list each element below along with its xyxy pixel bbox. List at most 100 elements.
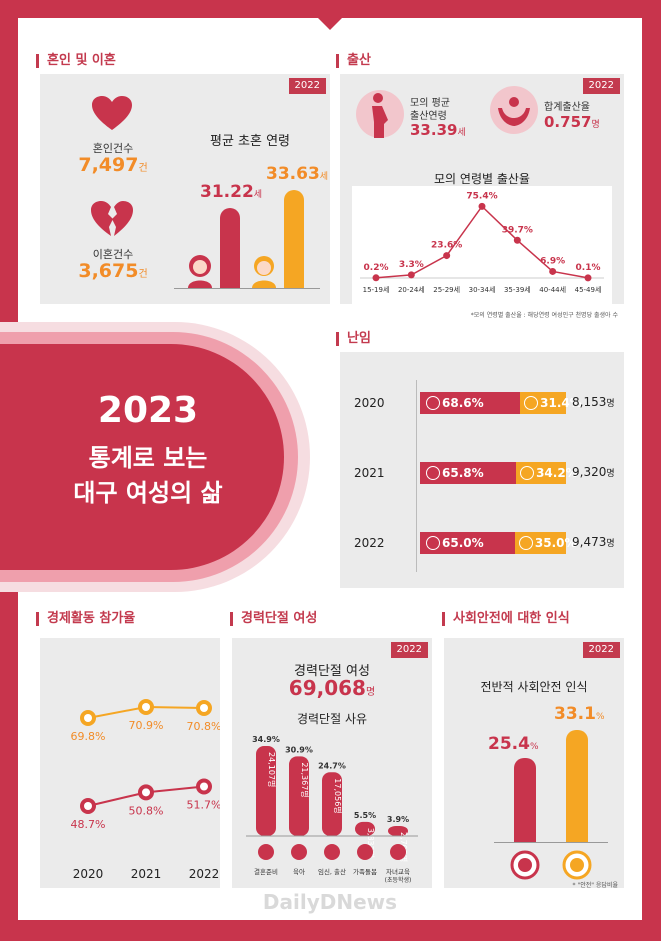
female-participation-label: 48.7% <box>71 818 106 831</box>
birth-rate-point <box>478 202 486 210</box>
birth-rate-point <box>584 274 592 282</box>
birth-rate-category-label: 20-24세 <box>398 285 425 294</box>
male-icon <box>520 466 535 480</box>
birth-rate-category-label: 40-44세 <box>539 285 566 294</box>
female-age-bar <box>220 208 240 288</box>
safety-female-label: 25.4% <box>488 734 539 754</box>
infertility-axis <box>416 380 417 572</box>
male-participation-label: 70.8% <box>187 720 220 733</box>
career-reason-count: 24,107명 <box>267 752 277 787</box>
birth-rate-category-label: 45-49세 <box>575 285 602 294</box>
career-reason-count: 3,833명 <box>366 828 376 858</box>
male-age-label: 33.63세 <box>266 164 328 184</box>
career-reason-count: 17,056명 <box>333 778 343 813</box>
birth-rate-point <box>372 274 380 282</box>
career-reason-label: 자녀교육 <box>386 867 410 876</box>
career-reason-pct: 34.9% <box>252 735 280 744</box>
career-reason-icon <box>324 844 340 860</box>
male-icon <box>200 704 208 712</box>
birth-rate-point <box>407 271 415 279</box>
female-avatar-icon <box>188 255 212 288</box>
title-year: 2023 <box>97 390 199 431</box>
male-icon <box>142 703 150 711</box>
mother-age-label-2: 출산연령 <box>410 111 447 122</box>
infertility-panel: 2020 68.6% 31.4% 8,153명 2021 65.8% 34.2% 9,320명… <box>340 352 624 588</box>
safety-year-badge: 2022 <box>582 642 620 658</box>
male-icon <box>84 714 92 722</box>
infertility-total: 9,473명 <box>572 535 615 549</box>
birth-section-title: 출산 <box>336 54 371 68</box>
female-icon <box>200 782 208 791</box>
female-icon <box>426 536 440 550</box>
title-pill <box>0 344 284 570</box>
safety-female-value: 25.4 <box>488 734 530 754</box>
career-reason-label: 결혼준비 <box>254 867 278 876</box>
birth-rate-value-label: 39.7% <box>502 225 533 235</box>
infertility-female-pct: 65.0% <box>442 536 484 550</box>
male-participation-label: 70.9% <box>129 719 164 732</box>
tfr: 0.757명 <box>544 112 600 131</box>
safety-male-value: 33.1 <box>554 704 596 724</box>
tfr-value: 0.757 <box>544 113 592 131</box>
birth-rate-value-label: 0.2% <box>364 263 389 273</box>
brand-watermark: DailyDNews <box>262 890 398 914</box>
career-reason-label: 임신, 출산 <box>318 867 346 876</box>
birth-rate-category-label: 15-19세 <box>363 285 390 294</box>
female-safety-icon <box>510 850 540 880</box>
male-safety-icon <box>562 850 592 880</box>
birth-rate-value-label: 6.9% <box>540 256 565 266</box>
age-chart-baseline <box>174 288 320 289</box>
avg-age-title: 평균 초혼 연령 <box>209 134 291 149</box>
birth-rate-point <box>443 252 451 260</box>
male-icon <box>524 396 539 410</box>
title-line2: 대구 여성의 삶 <box>73 479 223 507</box>
infertility-total-unit: 명 <box>606 469 615 479</box>
safety-male-bar <box>566 730 588 842</box>
tfr-label: 합계출산율 <box>544 102 590 113</box>
career-reason-pct: 30.9% <box>285 745 313 754</box>
career-reason-title: 경력단절 사유 <box>296 712 368 726</box>
male-age-unit: 세 <box>319 172 329 182</box>
marriage-year-badge: 2022 <box>288 78 326 94</box>
safety-panel: 2022 전반적 사회안전 인식 25.4% 33.1% * "안전" 응답비율 <box>444 638 624 889</box>
female-participation-label: 51.7% <box>187 799 220 812</box>
birth-rate-point <box>549 267 557 275</box>
marriage-section-title: 혼인 및 이혼 <box>36 54 116 68</box>
tfr-unit: 명 <box>591 120 600 130</box>
female-icon <box>84 802 92 810</box>
career-panel: 2022 경력단절 여성 69,068명 경력단절 사유 34.9% 24,107… <box>232 638 432 888</box>
infertility-total-unit: 명 <box>606 539 615 549</box>
career-reason-label-sub: (초등학생) <box>385 876 412 884</box>
career-total-unit: 명 <box>365 687 376 698</box>
mother-age-value: 33.39 <box>410 121 458 139</box>
infertility-total-value: 9,473 <box>572 535 607 549</box>
broken-heart-icon <box>91 201 133 236</box>
mother-age: 33.39세 <box>410 120 466 139</box>
infertility-male-pct: 34.2% <box>536 466 578 480</box>
marriage-count-value: 7,497 <box>78 154 139 176</box>
economic-year-label: 2022 <box>189 867 220 881</box>
economic-line-chart: 69.8% 48.7% 2020 70.9% 50.8% 2021 70.8% 51.7% 20… <box>71 699 221 881</box>
infertility-total-unit: 명 <box>606 399 615 409</box>
career-reason-label: 육아 <box>293 867 305 876</box>
male-icon <box>518 536 533 550</box>
career-reason-bar <box>256 746 276 836</box>
career-reason-icon <box>291 844 307 860</box>
birth-year-badge: 2022 <box>582 78 620 94</box>
career-reason-bar <box>388 825 408 836</box>
infertility-male-pct: 35.0% <box>534 536 577 550</box>
career-reason-icon <box>390 844 406 860</box>
birth-panel: 2022 모의 평균 출산연령 33.39세 합계출산율 0.757명 모의 연… <box>340 74 624 319</box>
divorce-count-value: 3,675 <box>78 260 139 282</box>
career-reason-icon <box>357 844 373 860</box>
economic-section-title: 경제활동 참가율 <box>36 612 135 626</box>
female-age-value: 31.22 <box>200 182 254 202</box>
career-reason-bar <box>289 756 309 836</box>
marriage-panel: 2022 혼인건수 7,497건 이혼건수 3,675건 평균 초혼 연령 31… <box>40 74 330 304</box>
female-icon <box>426 396 440 410</box>
birth-rate-value-label: 3.3% <box>399 260 424 270</box>
birth-chart-title: 모의 연령별 출산율 <box>434 172 530 186</box>
economic-year-label: 2021 <box>131 867 162 881</box>
pregnant-woman-icon <box>356 90 404 138</box>
